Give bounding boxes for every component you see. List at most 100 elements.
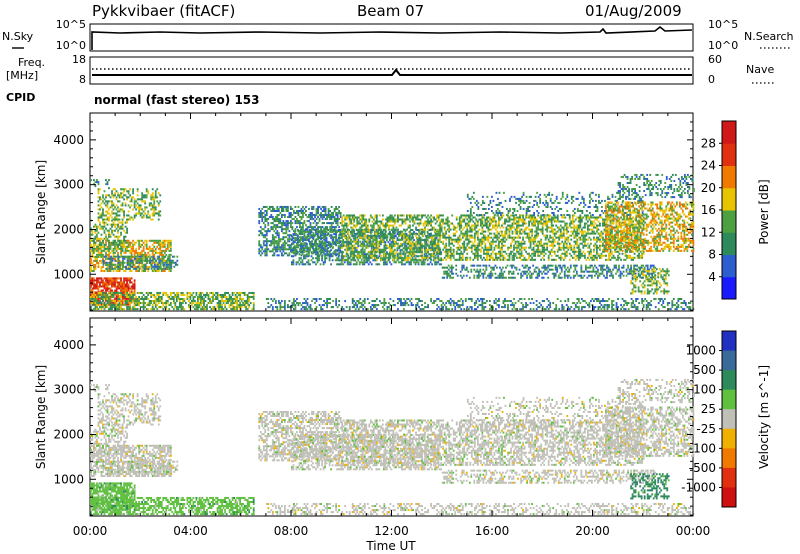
power-cell xyxy=(389,245,391,247)
power-cell xyxy=(282,208,284,210)
power-cell xyxy=(137,194,139,196)
power-cell xyxy=(266,254,268,256)
power-cell xyxy=(352,229,354,231)
power-cell xyxy=(450,237,452,239)
power-cell xyxy=(308,239,310,241)
power-cell xyxy=(302,228,304,230)
power-cell xyxy=(384,241,386,243)
power-cell xyxy=(157,264,159,266)
power-cell xyxy=(123,244,125,246)
power-cell xyxy=(269,230,271,232)
power-cell xyxy=(162,254,164,256)
power-cell xyxy=(253,296,255,298)
power-cell xyxy=(338,206,340,208)
power-cell xyxy=(299,253,301,255)
power-cell xyxy=(164,242,166,244)
power-cell xyxy=(377,231,379,233)
power-cell xyxy=(119,244,121,246)
power-cell xyxy=(153,214,155,216)
power-cell xyxy=(110,244,112,246)
power-cell xyxy=(126,292,128,294)
noise-panel: N.Sky 10^5 10^0 10^5 10^0 N.Search xyxy=(2,18,794,52)
nsky-label: N.Sky xyxy=(2,30,34,43)
power-cell xyxy=(144,200,146,202)
power-cell xyxy=(339,249,341,251)
power-cell xyxy=(111,226,113,228)
power-cell xyxy=(302,224,304,226)
power-cell xyxy=(90,260,92,262)
power-cell xyxy=(176,264,178,266)
power-cell xyxy=(285,230,287,232)
power-cell xyxy=(323,251,325,253)
power-cell xyxy=(170,266,172,268)
power-cell xyxy=(361,249,363,251)
power-cell xyxy=(99,300,101,302)
power-cell xyxy=(165,304,167,306)
power-cell xyxy=(433,253,435,255)
power-cell xyxy=(466,249,468,251)
power-cell xyxy=(266,238,268,240)
power-cell xyxy=(415,247,417,249)
power-cell xyxy=(138,264,140,266)
power-cell xyxy=(393,259,395,261)
power-cell xyxy=(336,239,338,241)
power-cell xyxy=(144,306,146,308)
power-cell xyxy=(421,249,423,251)
power-cell xyxy=(143,304,145,306)
power-cell xyxy=(110,300,112,302)
power-cell xyxy=(471,249,473,251)
power-cell xyxy=(208,296,210,298)
power-cell xyxy=(435,218,437,220)
power-cell xyxy=(296,233,298,235)
power-cell xyxy=(402,257,404,259)
power-cell xyxy=(350,239,352,241)
power-cell xyxy=(409,245,411,247)
power-cell xyxy=(149,266,151,268)
power-cell xyxy=(224,304,226,306)
power-cell xyxy=(152,306,154,308)
power-cell xyxy=(298,212,300,214)
power-cell xyxy=(276,250,278,252)
power-cell xyxy=(122,250,124,252)
power-cell xyxy=(144,302,146,304)
power-cell xyxy=(347,255,349,257)
power-cell xyxy=(145,266,147,268)
power-cell xyxy=(317,235,319,237)
power-cell xyxy=(359,257,361,259)
power-cell xyxy=(167,302,169,304)
power-cell xyxy=(320,253,322,255)
power-cell xyxy=(306,245,308,247)
power-cell xyxy=(138,270,140,272)
power-cell xyxy=(347,259,349,261)
power-cell xyxy=(371,245,373,247)
power-cell xyxy=(151,264,153,266)
power-cell xyxy=(173,298,175,300)
power-cell xyxy=(203,298,205,300)
power-cell xyxy=(356,263,358,265)
power-cell xyxy=(123,190,125,192)
power-cell xyxy=(463,241,465,243)
power-cell xyxy=(418,225,420,227)
power-cell xyxy=(361,235,363,237)
power-cell xyxy=(459,245,461,247)
power-cell xyxy=(167,268,169,270)
power-cell xyxy=(131,198,133,200)
power-cell xyxy=(466,218,468,220)
power-cell xyxy=(474,241,476,243)
power-cell xyxy=(149,246,151,248)
power-cell xyxy=(427,259,429,261)
power-cell xyxy=(324,235,326,237)
power-cell xyxy=(153,210,155,212)
power-cell xyxy=(287,224,289,226)
power-cell xyxy=(113,196,115,198)
power-cell xyxy=(170,242,172,244)
power-cell xyxy=(152,256,154,258)
power-cell xyxy=(353,214,355,216)
power-cell xyxy=(260,254,262,256)
power-cell xyxy=(266,206,268,208)
power-cell xyxy=(183,308,185,310)
power-cell xyxy=(114,300,116,302)
power-cell xyxy=(386,223,388,225)
power-cell xyxy=(468,239,470,241)
power-cell xyxy=(415,235,417,237)
